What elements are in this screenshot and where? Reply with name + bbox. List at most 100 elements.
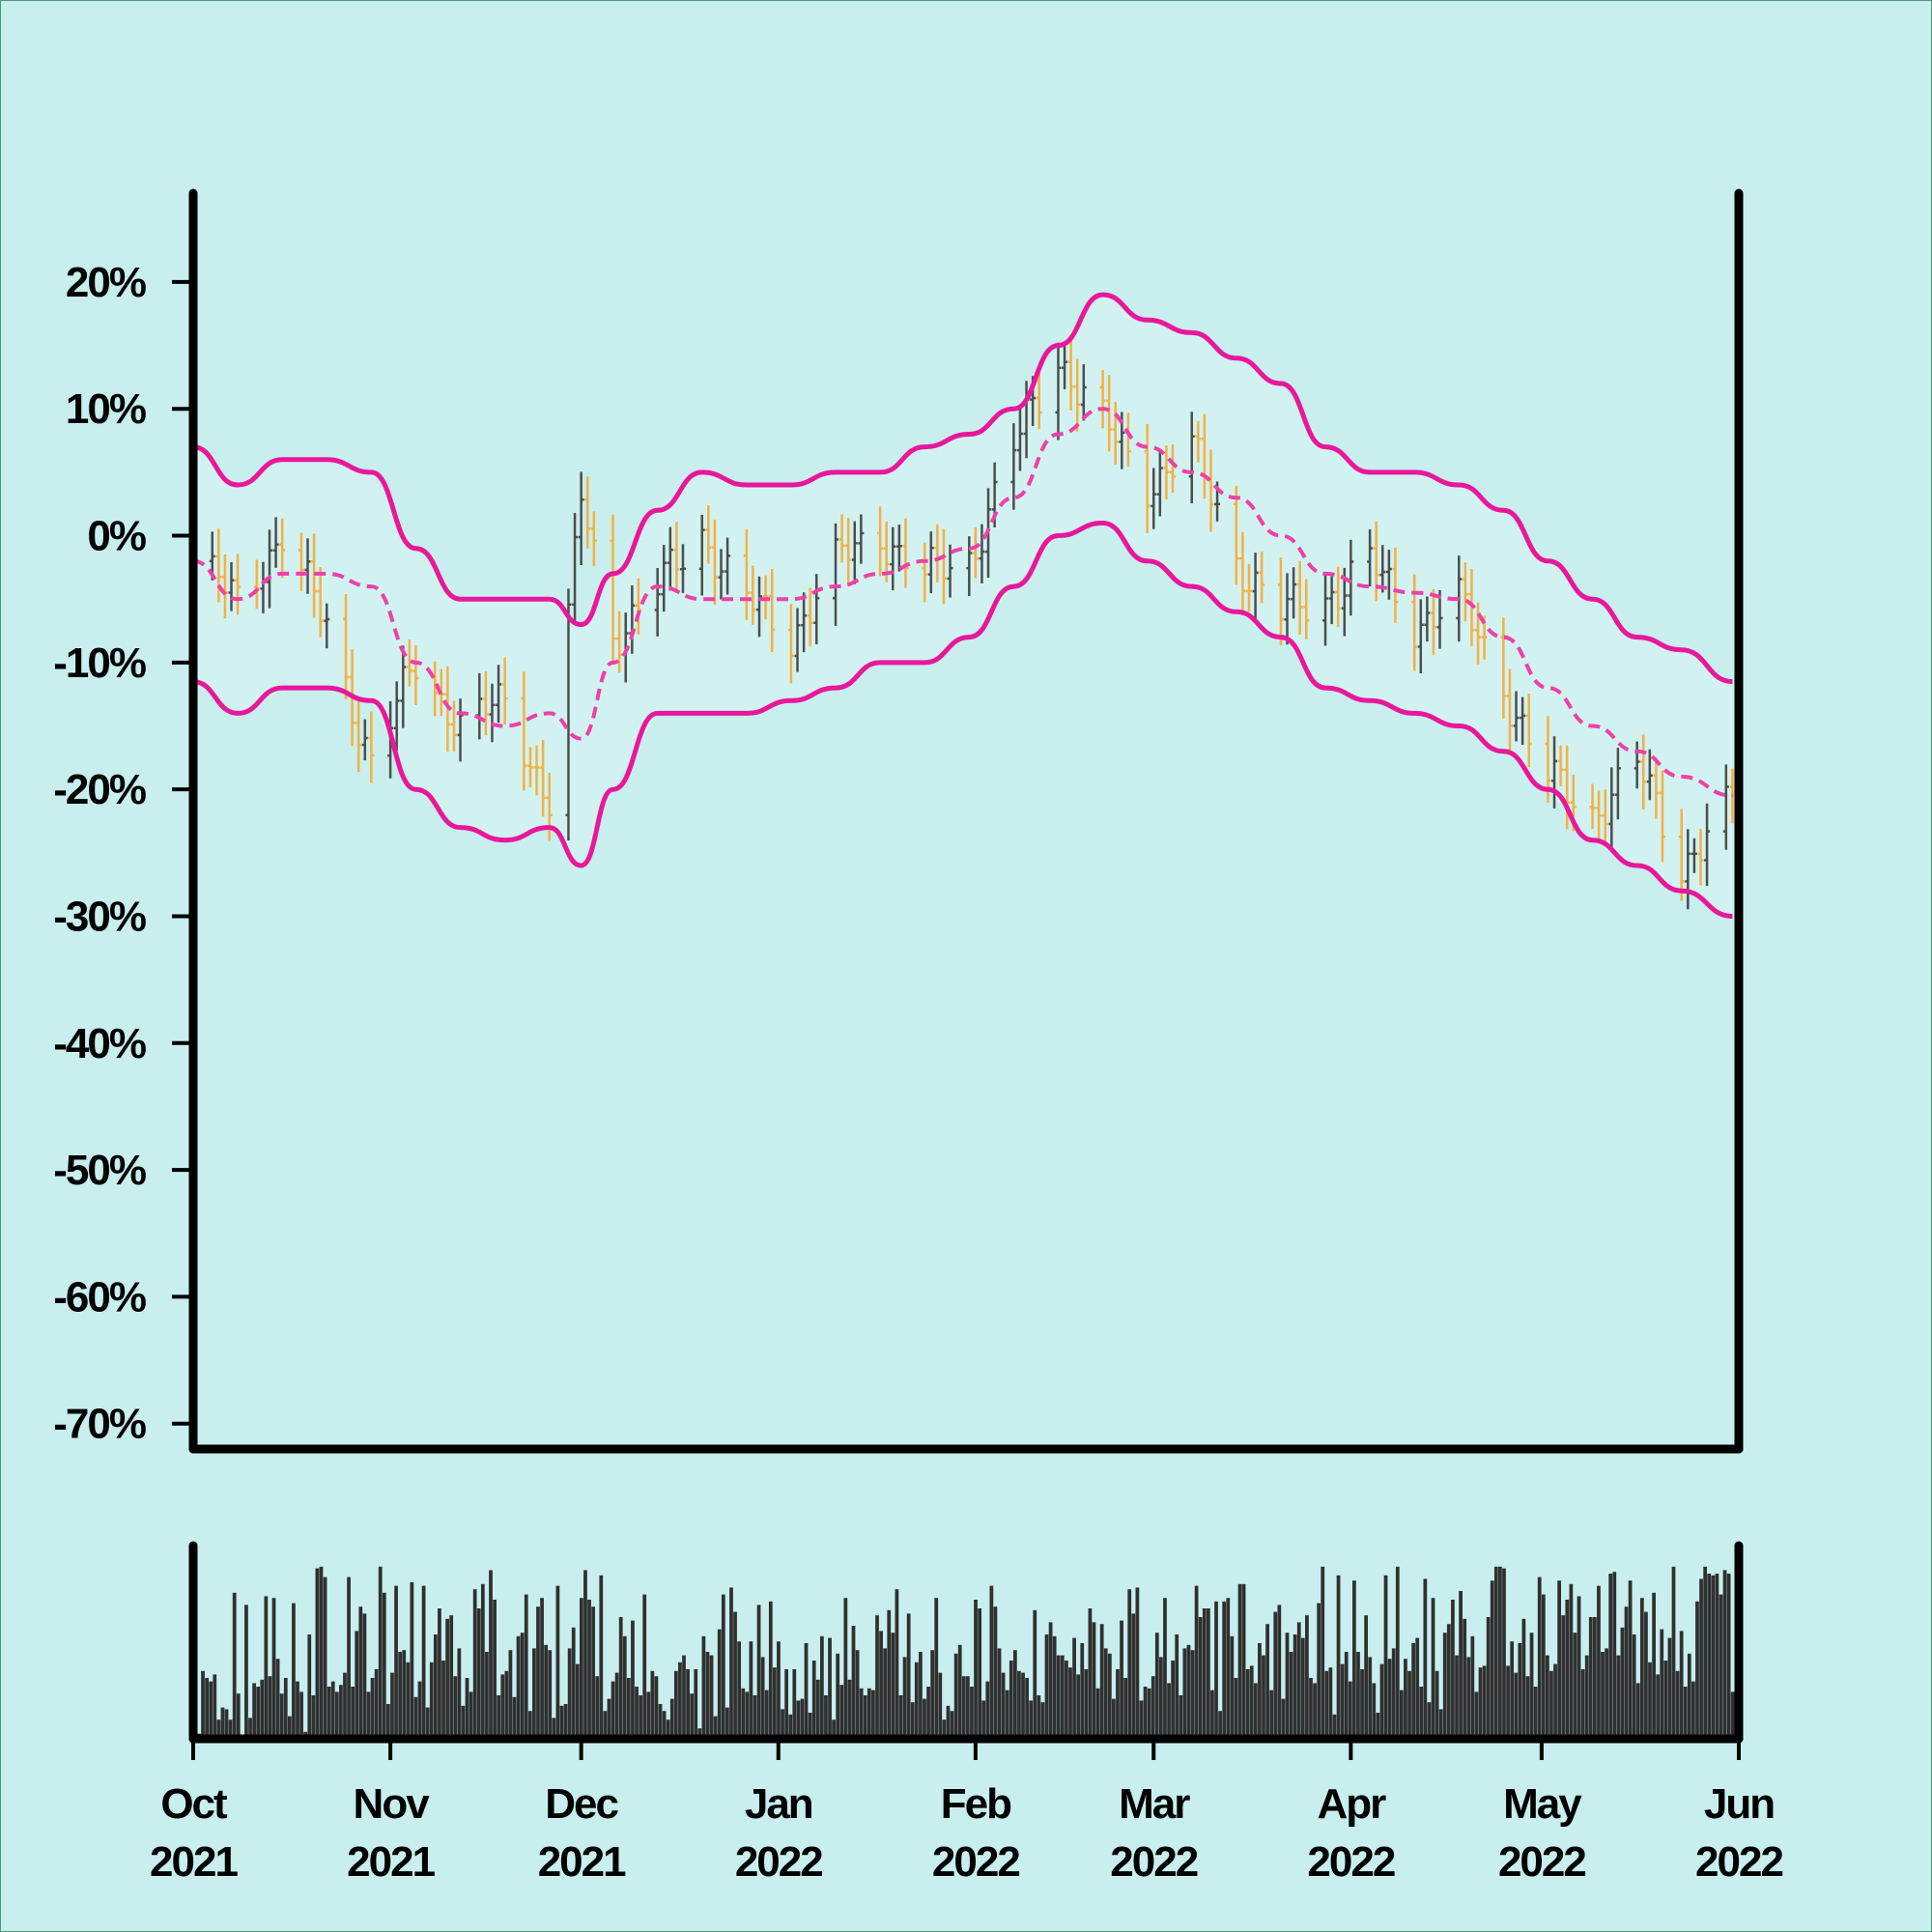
volume-bar [489,1570,493,1739]
volume-bar [548,1650,553,1739]
volume-bar [666,1719,670,1739]
volume-bar [1226,1598,1231,1739]
volume-bar [493,1600,497,1739]
volume-bar [646,1691,651,1739]
volume-bar [1635,1683,1640,1739]
volume-bar [1514,1672,1519,1739]
volume-bar [673,1670,678,1739]
volume-bar [421,1585,426,1739]
volume-bar [961,1676,966,1739]
volume-bar [658,1704,663,1739]
ohlc-bar [922,542,928,603]
axes [188,188,1744,1744]
volume-bar [1072,1637,1076,1739]
volume-bar [587,1600,591,1739]
volume-bar [1060,1655,1065,1739]
volume-bar [1427,1702,1432,1739]
volume-bar [819,1635,824,1739]
volume-bar [1671,1566,1676,1739]
volume-bar [307,1634,312,1739]
volume-bar [631,1620,635,1739]
volume-bar [1561,1615,1566,1739]
ohlc-bar [1385,550,1392,600]
volume-bar [1644,1611,1648,1739]
volume-bar [386,1704,390,1739]
ohlc-bar [1506,668,1513,753]
volume-bar [1683,1687,1688,1739]
volume-bar [402,1650,407,1739]
band-layer [193,295,1733,917]
volume-bar [1498,1566,1502,1739]
volume-bar [1324,1670,1329,1739]
volume-bar [1478,1667,1483,1739]
ohlc-bar [1614,748,1621,820]
volume-bar [843,1598,848,1739]
volume-bar [524,1594,528,1739]
volume-bar [614,1672,619,1739]
volume-bar [449,1615,454,1739]
volume-bar [287,1716,292,1739]
volume-bar [733,1611,737,1739]
volume-bar [1092,1622,1096,1739]
volume-bar [264,1596,269,1739]
volume-bar [1466,1657,1471,1739]
volume-bar [480,1583,485,1739]
volume-bar [1175,1634,1179,1739]
volume-bar [867,1688,871,1739]
ohlc-bar [1685,829,1691,910]
y-tick-label: 20% [66,259,146,306]
volume-bar [1537,1577,1542,1739]
volume-bar [575,1663,580,1739]
volume-bar [1009,1661,1013,1739]
ohlc-bar [1156,449,1163,517]
x-tick-label-month: Jan [745,1780,812,1828]
volume-bar [1277,1605,1282,1739]
volume-bar [1210,1690,1214,1739]
volume-bar [508,1650,513,1739]
x-tick-label-month: Oct [160,1780,228,1828]
volume-bar [1234,1678,1238,1739]
volume-bar [1652,1592,1656,1739]
volume-bar [1293,1634,1297,1739]
volume-bar [694,1669,698,1739]
x-tick-label-year: 2021 [150,1838,238,1886]
volume-bar [1616,1655,1621,1739]
volume-bar [957,1644,962,1739]
volume-bar [1605,1648,1608,1739]
volume-bar [804,1643,809,1739]
y-tick-label: -20% [53,766,146,813]
volume-bar [1218,1711,1222,1739]
volume-bar [1387,1659,1392,1739]
x-tick-label-month: Nov [354,1780,431,1828]
volume-bar [216,1719,221,1739]
volume-bar [777,1641,781,1739]
volume-bar [256,1687,261,1739]
volume-bar [1107,1653,1112,1739]
volume-bar [433,1634,438,1739]
volume-bar [923,1698,926,1739]
volume-bar [1541,1594,1546,1739]
ohlc-bar [1252,553,1259,619]
volume-bar [796,1700,801,1739]
volume-bar [737,1641,742,1739]
ohlc-bar [1296,560,1303,636]
volume-bar [1675,1670,1680,1739]
ohlc-bar [311,533,318,618]
y-tick-label: -10% [53,639,146,687]
volume-bar [469,1691,473,1739]
volume-bar [697,1728,702,1739]
volume-bar [1588,1617,1593,1739]
volume-bar [832,1719,836,1739]
volume-bar [1663,1661,1668,1739]
ohlc-bar [1722,764,1729,850]
volume-bar [1269,1690,1274,1739]
ohlc-bar [1690,838,1697,873]
volume-bar [1285,1633,1290,1739]
volume-bar [1348,1681,1352,1739]
volume-bar [887,1609,892,1739]
volume-bar [563,1704,568,1739]
volume-bar [1364,1615,1368,1739]
ohlc-bar [1608,767,1615,851]
volume-bar [1463,1618,1467,1739]
volume-bar [1237,1583,1242,1739]
